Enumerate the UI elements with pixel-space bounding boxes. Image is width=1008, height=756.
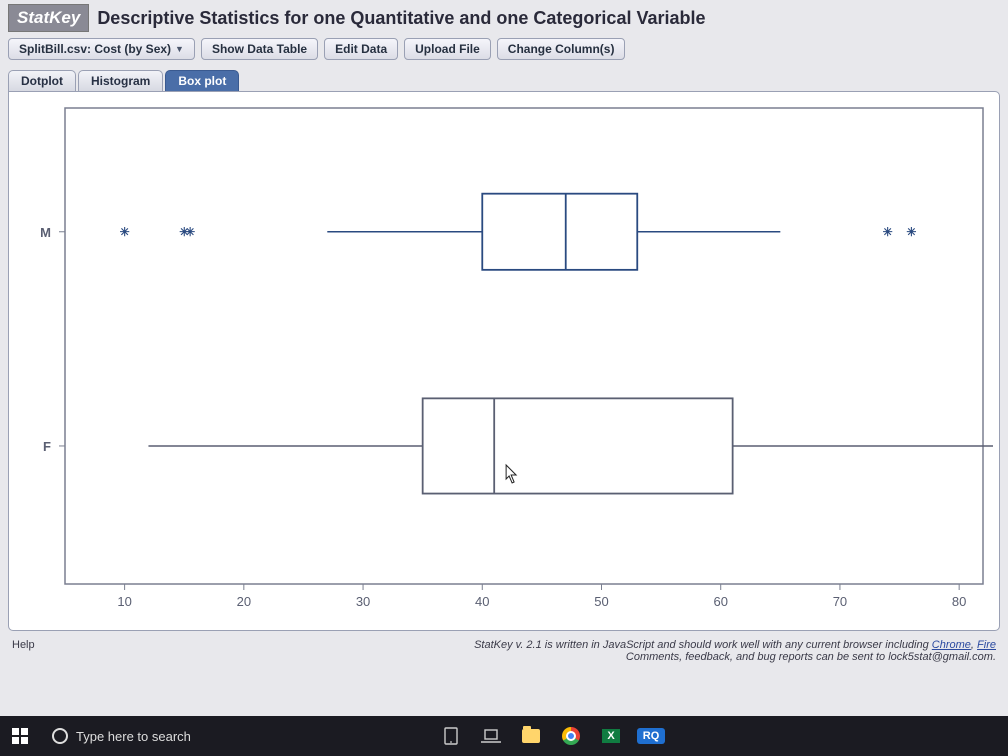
tablet-mode-icon[interactable]: [434, 719, 468, 753]
tab-boxplot[interactable]: Box plot: [165, 70, 239, 91]
svg-text:M: M: [40, 225, 51, 240]
credits: StatKey v. 2.1 is written in JavaScript …: [474, 639, 996, 663]
svg-text:30: 30: [356, 594, 370, 609]
upload-file-button[interactable]: Upload File: [404, 38, 491, 60]
chrome-link[interactable]: Chrome: [932, 639, 971, 651]
dataset-label: SplitBill.csv: Cost (by Sex): [19, 42, 171, 56]
svg-text:20: 20: [237, 594, 251, 609]
chart-tabs: Dotplot Histogram Box plot: [0, 70, 1008, 91]
windows-taskbar: Type here to search X RQ: [0, 716, 1008, 756]
svg-text:✳: ✳: [883, 225, 893, 239]
svg-text:60: 60: [713, 594, 727, 609]
boxplot-chart: 1020304050607080M✳✳✳✳✳F: [15, 98, 993, 624]
svg-text:80: 80: [952, 594, 966, 609]
task-view-icon[interactable]: [474, 719, 508, 753]
search-icon: [52, 728, 68, 744]
svg-text:10: 10: [117, 594, 131, 609]
statkey-logo: StatKey: [8, 4, 89, 32]
svg-text:F: F: [43, 439, 51, 454]
toolbar: SplitBill.csv: Cost (by Sex) ▼ Show Data…: [0, 34, 1008, 70]
rq-app-icon[interactable]: RQ: [634, 719, 668, 753]
svg-text:✳: ✳: [906, 225, 916, 239]
chart-area: 1020304050607080M✳✳✳✳✳F: [8, 91, 1000, 631]
start-button[interactable]: [4, 720, 36, 752]
svg-text:✳: ✳: [120, 225, 130, 239]
svg-text:50: 50: [594, 594, 608, 609]
footer: Help StatKey v. 2.1 is written in JavaSc…: [0, 631, 1008, 667]
svg-text:70: 70: [833, 594, 847, 609]
tab-histogram[interactable]: Histogram: [78, 70, 163, 91]
show-data-table-button[interactable]: Show Data Table: [201, 38, 318, 60]
page-title: Descriptive Statistics for one Quantitat…: [97, 8, 705, 29]
change-columns-button[interactable]: Change Column(s): [497, 38, 626, 60]
taskbar-search[interactable]: Type here to search: [42, 724, 302, 748]
edit-data-button[interactable]: Edit Data: [324, 38, 398, 60]
svg-text:✳: ✳: [185, 225, 195, 239]
chevron-down-icon: ▼: [175, 44, 184, 54]
chrome-icon[interactable]: [554, 719, 588, 753]
email-text: lock5stat@gmail.com: [888, 651, 993, 663]
tab-dotplot[interactable]: Dotplot: [8, 70, 76, 91]
firefox-link[interactable]: Fire: [977, 639, 996, 651]
dataset-dropdown[interactable]: SplitBill.csv: Cost (by Sex) ▼: [8, 38, 195, 60]
excel-icon[interactable]: X: [594, 719, 628, 753]
search-placeholder: Type here to search: [76, 729, 191, 744]
file-explorer-icon[interactable]: [514, 719, 548, 753]
help-link[interactable]: Help: [12, 639, 35, 663]
svg-text:40: 40: [475, 594, 489, 609]
